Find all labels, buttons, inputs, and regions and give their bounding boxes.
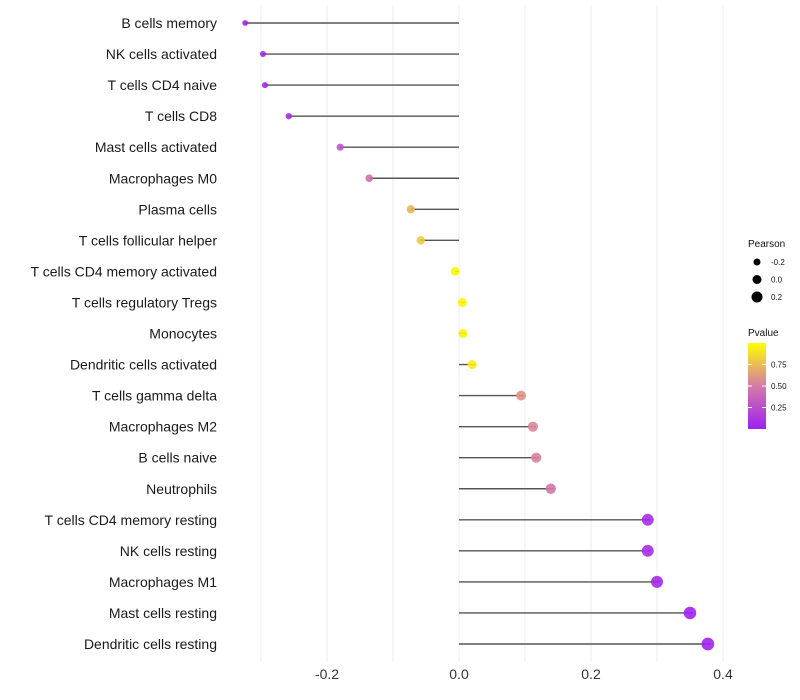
points [242, 20, 715, 651]
legend-size-label: -0.2 [771, 258, 785, 267]
y-label: Dendritic cells activated [70, 357, 217, 373]
point [527, 421, 538, 432]
point [365, 174, 374, 183]
legend-color-label: 0.75 [771, 361, 787, 370]
point [259, 51, 266, 58]
y-label: Macrophages M0 [109, 170, 217, 186]
point [336, 143, 344, 151]
point [683, 606, 697, 620]
legend-color-label: 0.50 [771, 382, 787, 391]
point [458, 328, 468, 339]
y-label: T cells follicular helper [79, 232, 218, 248]
legend-size-title: Pearson [748, 239, 785, 250]
y-label: Mast cells resting [109, 605, 217, 621]
point [641, 513, 654, 526]
y-label: T cells CD4 naive [108, 77, 218, 93]
point [531, 452, 542, 463]
y-axis-labels: B cells memory NK cells activated T cells … [31, 15, 218, 652]
point [545, 483, 556, 494]
y-label: T cells gamma delta [92, 388, 217, 404]
point [457, 297, 467, 307]
y-label: NK cells activated [106, 46, 217, 62]
point [467, 359, 477, 370]
y-label: Plasma cells [138, 201, 217, 217]
y-label: Dendritic cells resting [84, 636, 217, 652]
point [651, 575, 663, 588]
y-label: Monocytes [149, 326, 217, 342]
legend-size-dot [752, 275, 762, 284]
point [701, 637, 715, 651]
y-label: T cells CD4 memory activated [31, 263, 217, 279]
y-label: B cells memory [121, 15, 217, 31]
legend-color-title: Pvalue [748, 328, 779, 339]
x-tick-label: 0.0 [449, 666, 469, 682]
legend-size-dot [753, 258, 761, 266]
pvalue-colorbar [748, 343, 766, 429]
x-tick-label: 0.4 [713, 666, 733, 682]
point [242, 20, 249, 26]
gridlines [260, 5, 724, 662]
y-label: Neutrophils [146, 481, 217, 497]
y-label: T cells CD8 [145, 108, 217, 124]
stems [245, 22, 711, 645]
legend-size-label: 0.2 [771, 293, 783, 302]
point [406, 205, 415, 214]
point [641, 544, 654, 557]
legend-size-label: 0.0 [771, 276, 783, 285]
point [261, 82, 268, 89]
y-label: T cells CD4 memory resting [45, 512, 217, 528]
legend-color-label: 0.25 [771, 404, 787, 413]
point [416, 236, 425, 245]
y-label: T cells regulatory Tregs [72, 294, 217, 310]
point [516, 390, 527, 401]
point [285, 112, 292, 120]
legend-size-dot [751, 291, 763, 303]
x-axis-ticks: -0.2 0.0 0.2 0.4 [315, 666, 733, 682]
y-label: Macrophages M2 [109, 419, 217, 435]
y-label: NK cells resting [120, 543, 217, 559]
point [450, 266, 460, 276]
x-tick-label: 0.2 [581, 666, 601, 682]
x-tick-label: -0.2 [315, 666, 339, 682]
y-label: Macrophages M1 [109, 574, 217, 590]
y-label: B cells naive [138, 450, 217, 466]
legend: Pearson Pvalue -0.2 0.0 0.2 0.75 0.50 0.25 [748, 239, 787, 429]
y-label: Mast cells activated [95, 139, 217, 155]
